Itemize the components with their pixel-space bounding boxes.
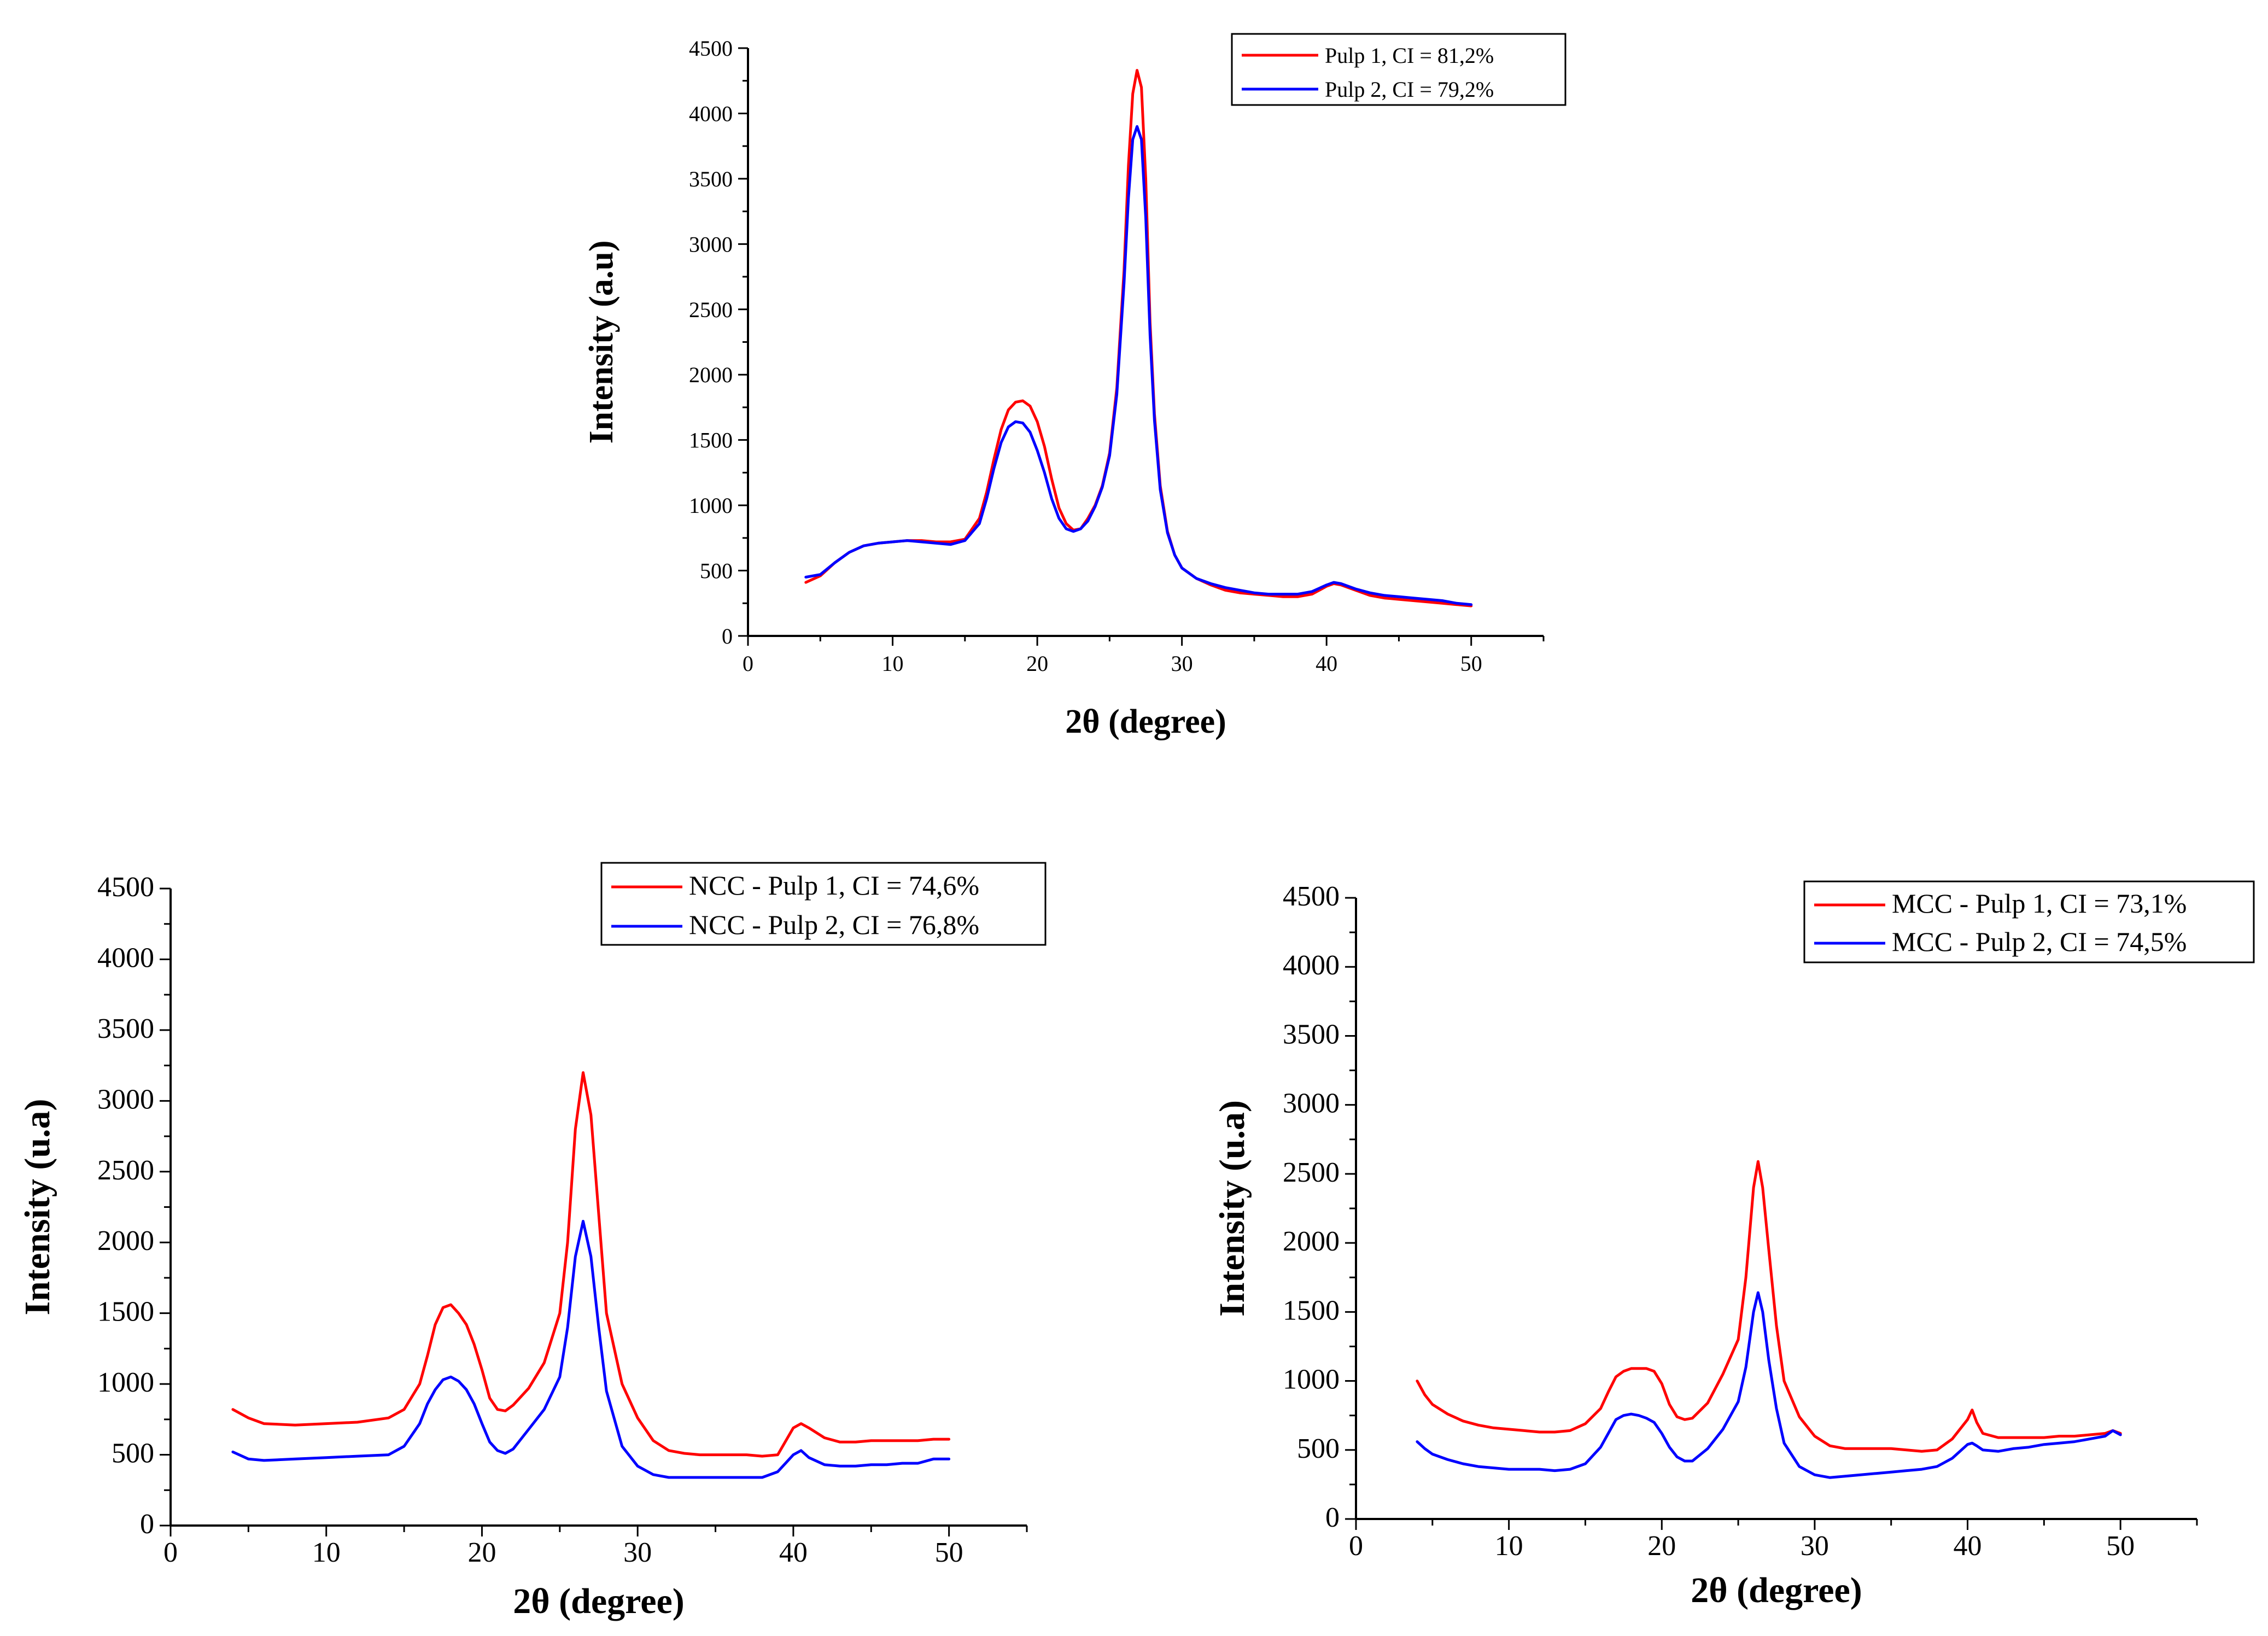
- y-tick-label: 4000: [97, 942, 154, 973]
- y-tick-label: 0: [140, 1509, 154, 1540]
- y-tick-label: 4000: [1283, 950, 1340, 981]
- y-tick-label: 3500: [97, 1013, 154, 1044]
- y-tick-label: 1000: [689, 493, 733, 518]
- x-tick-label: 10: [1495, 1530, 1523, 1562]
- x-tick-label: 50: [2106, 1530, 2135, 1562]
- y-tick-label: 0: [722, 624, 733, 648]
- series-line-2: [1416, 1291, 2122, 1479]
- series-line-1: [1416, 1160, 2122, 1453]
- y-tick-label: 2500: [1283, 1157, 1340, 1188]
- x-tick-label: 0: [163, 1537, 178, 1568]
- x-tick-label: 20: [467, 1537, 496, 1568]
- y-tick-label: 3500: [689, 167, 733, 191]
- legend: NCC - Pulp 1, CI = 74,6% NCC - Pulp 2, CI…: [600, 862, 1047, 946]
- x-tick-label: 0: [743, 651, 753, 676]
- y-tick-label: 2500: [689, 297, 733, 322]
- y-tick-label: 3000: [689, 232, 733, 256]
- y-tick-label: 0: [1325, 1502, 1340, 1533]
- chart-top: 0 500 1000 1500 2000 2500 3000 3500 4000 4500 0 10 2…: [583, 33, 1566, 740]
- y-tick-label: 4500: [97, 872, 154, 903]
- y-tick-label: 1000: [1283, 1364, 1340, 1395]
- x-tick-label: 30: [1801, 1530, 1829, 1562]
- y-tick-label: 2000: [1283, 1226, 1340, 1257]
- legend-label-1: MCC - Pulp 1, CI = 73,1%: [1892, 888, 2187, 919]
- x-tick-label: 50: [1460, 651, 1482, 676]
- legend-label-2: Pulp 2, CI = 79,2%: [1325, 77, 1494, 102]
- y-axis-title: Intensity (u.a): [17, 1099, 57, 1315]
- y-tick-label: 500: [700, 559, 733, 583]
- legend-box: [600, 862, 1047, 946]
- y-tick-label: 500: [1297, 1433, 1340, 1464]
- y-tick-label: 3500: [1283, 1019, 1340, 1050]
- legend-label-2: NCC - Pulp 2, CI = 76,8%: [689, 909, 979, 940]
- y-axis-title: Intensity (a.u): [583, 240, 620, 443]
- y-tick-label: 1500: [689, 428, 733, 453]
- x-tick-label: 50: [935, 1537, 963, 1568]
- x-tick-label: 40: [1316, 651, 1337, 676]
- y-tick-label: 3000: [97, 1084, 154, 1115]
- y-axis-title: Intensity (u.a): [1212, 1100, 1252, 1317]
- x-tick-label: 10: [882, 651, 904, 676]
- legend-label-2: MCC - Pulp 2, CI = 74,5%: [1892, 926, 2187, 957]
- chart-bottom-right: 0 500 1000 1500 2000 2500 3000 3500 4000 4500 0 10 2…: [1212, 880, 2255, 1610]
- x-tick-label: 40: [779, 1537, 808, 1568]
- legend-label-1: Pulp 1, CI = 81,2%: [1325, 43, 1494, 68]
- series-line-1: [804, 69, 1473, 607]
- y-tick-label: 1500: [1283, 1295, 1340, 1326]
- x-tick-label: 0: [1349, 1530, 1363, 1562]
- legend-box: [1231, 33, 1566, 106]
- y-tick-label: 4500: [1283, 881, 1340, 912]
- y-tick-label: 2000: [689, 363, 733, 387]
- legend-box: [1803, 880, 2255, 963]
- x-axis-title: 2θ (degree): [1691, 1570, 1862, 1610]
- series-line-1: [231, 1071, 951, 1458]
- y-tick-label: 500: [112, 1438, 154, 1469]
- x-tick-label: 30: [623, 1537, 652, 1568]
- y-tick-label: 2500: [97, 1155, 154, 1186]
- series-line-2: [804, 125, 1473, 606]
- y-tick-label: 3000: [1283, 1088, 1340, 1119]
- x-tick-label: 10: [312, 1537, 341, 1568]
- y-tick-label: 4000: [689, 101, 733, 126]
- x-tick-label: 20: [1026, 651, 1048, 676]
- x-tick-label: 20: [1647, 1530, 1676, 1562]
- legend-label-1: NCC - Pulp 1, CI = 74,6%: [689, 870, 979, 901]
- y-tick-label: 1500: [97, 1296, 154, 1328]
- x-axis-title: 2θ (degree): [513, 1581, 685, 1621]
- series-line-2: [231, 1219, 951, 1479]
- y-tick-label: 1000: [97, 1367, 154, 1398]
- x-axis-title: 2θ (degree): [1065, 703, 1226, 740]
- y-tick-label: 4500: [689, 36, 733, 61]
- x-tick-label: 30: [1171, 651, 1193, 676]
- y-tick-label: 2000: [97, 1225, 154, 1257]
- chart-bottom-left: 0 500 1000 1500 2000 2500 3000 3500 4000 4500 0 10 2…: [17, 862, 1047, 1621]
- legend: Pulp 1, CI = 81,2% Pulp 2, CI = 79,2%: [1231, 33, 1566, 106]
- legend: MCC - Pulp 1, CI = 73,1% MCC - Pulp 2, CI…: [1803, 880, 2255, 963]
- x-tick-label: 40: [1954, 1530, 1982, 1562]
